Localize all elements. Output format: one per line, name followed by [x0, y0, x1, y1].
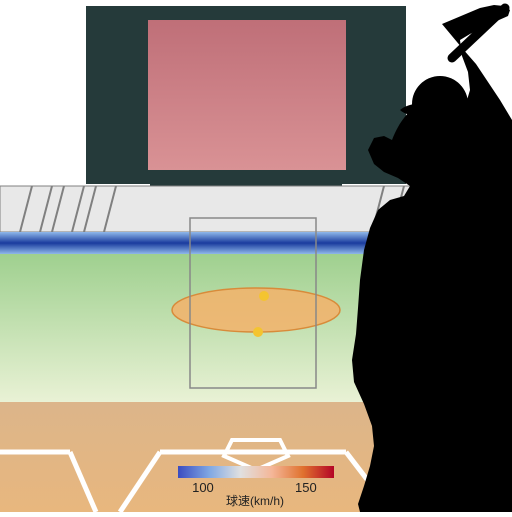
legend-tick: 150 [295, 480, 317, 495]
legend-tick: 100 [192, 480, 214, 495]
velocity-color-legend [178, 466, 334, 478]
pitch-location-chart: 100 150 球速(km/h) [0, 0, 512, 512]
legend-title: 球速(km/h) [226, 492, 284, 509]
stadium-scene [0, 0, 512, 512]
